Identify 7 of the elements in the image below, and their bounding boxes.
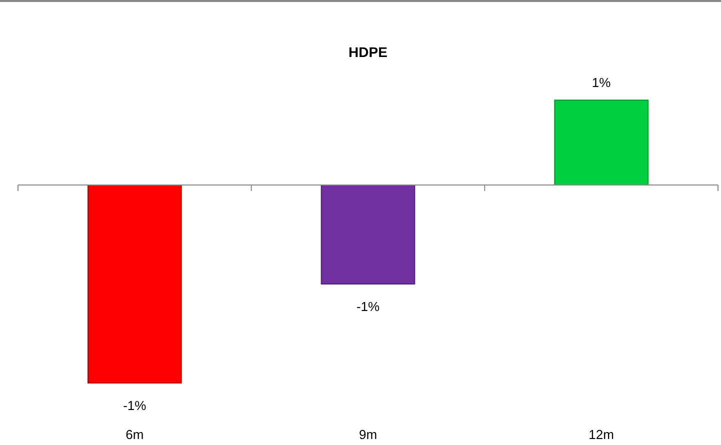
x-tick-label: 9m xyxy=(358,427,378,442)
data-label: -1% xyxy=(356,299,380,314)
chart-title: HDPE xyxy=(348,44,388,60)
data-label: -1% xyxy=(123,398,147,413)
x-tick-label: 6m xyxy=(126,427,144,442)
x-tick-label: 12m xyxy=(588,427,614,442)
data-label: 1% xyxy=(592,75,612,90)
